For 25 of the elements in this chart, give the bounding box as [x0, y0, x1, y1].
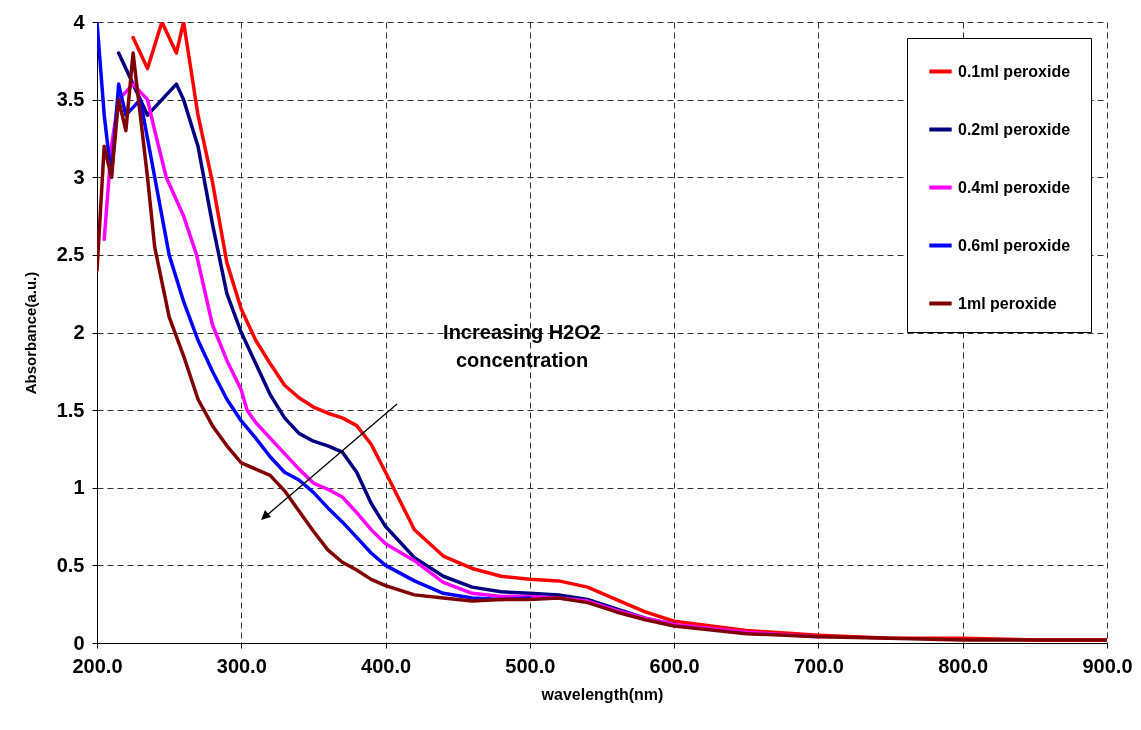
y-tick-label: 4: [73, 10, 86, 33]
legend-label: 0.6ml peroxide: [958, 236, 1071, 254]
x-tick-label: 500.0: [505, 654, 556, 677]
y-tick-label: 0: [73, 631, 85, 654]
x-tick-label: 400.0: [361, 654, 412, 677]
y-tick-label: 1.5: [56, 398, 85, 421]
legend-label: 0.1ml peroxide: [958, 62, 1071, 80]
y-tick-label: 1: [73, 476, 85, 499]
x-tick-label: 700.0: [793, 654, 844, 677]
x-tick-label: 300.0: [216, 654, 267, 677]
legend-label: 0.4ml peroxide: [958, 178, 1071, 196]
x-tick-label: 900.0: [1082, 654, 1133, 677]
y-tick-label: 2.5: [56, 243, 85, 266]
x-tick-label: 600.0: [649, 654, 700, 677]
annotation: Increasing H2O2 concentration: [443, 321, 601, 371]
x-axis-title: wavelength(nm): [540, 685, 664, 703]
y-axis-title: Absorbance(a.u.): [21, 271, 39, 395]
y-tick-label: 0.5: [56, 553, 85, 576]
legend-label: 0.2ml peroxide: [958, 120, 1071, 138]
x-tick-label: 200.0: [72, 654, 123, 677]
y-tick-label: 3.5: [56, 88, 85, 111]
x-tick-label: 800.0: [938, 654, 989, 677]
y-tick-label: 3: [73, 165, 85, 188]
y-tick-label: 2: [73, 321, 85, 343]
legend-label: 1ml peroxide: [958, 294, 1057, 312]
